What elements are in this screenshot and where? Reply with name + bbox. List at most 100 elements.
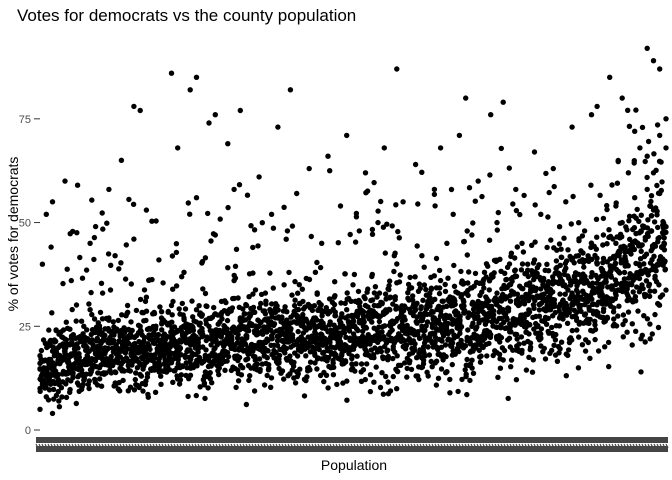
- data-point: [425, 298, 431, 305]
- data-point: [356, 336, 362, 342]
- data-point: [629, 342, 635, 348]
- data-point: [600, 242, 606, 248]
- data-point: [502, 270, 508, 276]
- data-point: [181, 315, 187, 321]
- data-point: [237, 107, 243, 114]
- data-point: [604, 206, 610, 213]
- x-tick-label: [638, 443, 642, 449]
- data-point: [268, 375, 275, 381]
- data-point: [145, 391, 151, 398]
- data-point: [531, 149, 538, 155]
- data-point: [179, 274, 185, 280]
- data-point: [300, 311, 306, 318]
- x-tick-label: [401, 443, 405, 449]
- data-point: [234, 335, 241, 341]
- data-point: [548, 237, 554, 243]
- data-point: [397, 272, 403, 278]
- x-tick-label: [617, 443, 621, 449]
- data-point: [364, 188, 371, 194]
- x-tick-label: [62, 443, 66, 449]
- data-point: [481, 285, 487, 291]
- data-point: [415, 329, 421, 335]
- data-point: [556, 308, 562, 314]
- data-point: [620, 312, 627, 318]
- data-point: [549, 347, 555, 354]
- data-point: [626, 123, 633, 129]
- data-point: [383, 373, 389, 380]
- data-points: [37, 45, 669, 417]
- data-point: [282, 350, 288, 356]
- x-tick-label: [320, 443, 324, 449]
- data-point: [377, 336, 383, 343]
- data-point: [495, 374, 501, 380]
- data-point: [331, 294, 337, 300]
- x-tick-label: [431, 443, 435, 449]
- data-point: [166, 367, 173, 373]
- data-point: [467, 341, 474, 347]
- data-point: [498, 145, 504, 152]
- data-point: [281, 344, 287, 350]
- data-point: [99, 356, 106, 363]
- data-point: [423, 286, 429, 293]
- data-point: [541, 275, 547, 282]
- data-point: [465, 314, 471, 321]
- data-point: [55, 388, 61, 395]
- data-point: [644, 225, 651, 231]
- data-point: [650, 207, 657, 213]
- data-point: [231, 186, 237, 193]
- x-tick-label: [647, 443, 651, 449]
- data-point: [518, 334, 525, 340]
- data-point: [379, 370, 385, 376]
- x-tick-label: [110, 443, 114, 449]
- data-point: [479, 289, 485, 295]
- data-point: [131, 387, 138, 393]
- data-point: [449, 361, 455, 368]
- x-tick-label: [356, 443, 360, 449]
- data-point: [118, 260, 124, 266]
- x-tick-label: [473, 443, 477, 449]
- x-tick-label: [605, 443, 609, 449]
- data-point: [369, 226, 376, 233]
- x-tick-label: [581, 443, 585, 449]
- data-point: [394, 261, 400, 267]
- data-point: [435, 375, 442, 381]
- x-tick-label: [365, 443, 369, 449]
- data-point: [353, 210, 360, 217]
- data-point: [648, 228, 655, 234]
- data-point: [497, 365, 504, 371]
- data-point: [53, 327, 59, 333]
- data-point: [648, 198, 654, 205]
- data-point: [337, 344, 344, 350]
- data-point: [600, 232, 607, 238]
- data-point: [600, 255, 607, 262]
- data-point: [246, 351, 252, 357]
- data-point: [519, 240, 525, 246]
- data-point: [634, 206, 640, 213]
- data-point: [289, 337, 295, 344]
- data-point: [301, 393, 308, 399]
- data-point: [569, 124, 575, 130]
- data-point: [148, 352, 154, 358]
- x-tick-label: [170, 443, 174, 449]
- x-tick-label: [215, 443, 219, 449]
- data-point: [371, 290, 378, 296]
- data-point: [422, 353, 428, 359]
- x-tick-label: [596, 443, 600, 449]
- data-point: [68, 336, 75, 342]
- data-point: [250, 270, 256, 276]
- x-tick-label: [374, 443, 378, 449]
- x-tick-label: [386, 443, 390, 449]
- data-point: [381, 145, 387, 151]
- data-point: [594, 255, 600, 261]
- data-point: [421, 264, 427, 270]
- data-point: [270, 285, 276, 291]
- data-point: [645, 233, 651, 239]
- data-point: [344, 397, 350, 403]
- x-tick-label: [650, 443, 654, 449]
- data-point: [77, 254, 83, 261]
- data-point: [197, 384, 203, 390]
- data-point: [158, 309, 165, 315]
- data-point: [374, 294, 380, 300]
- data-point: [588, 182, 594, 188]
